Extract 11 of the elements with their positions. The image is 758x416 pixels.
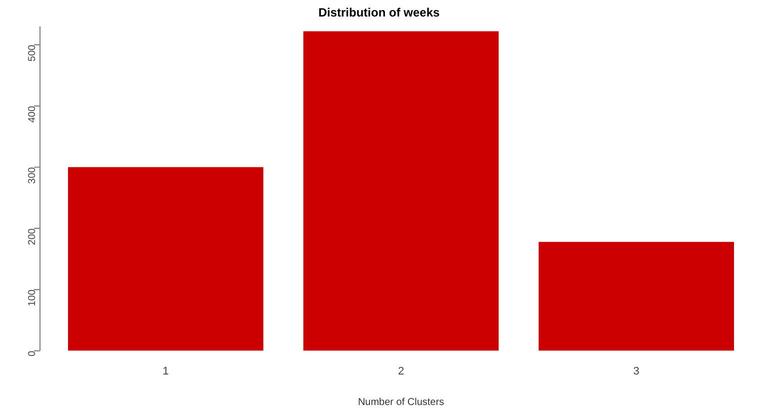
x-tick-label: 3 — [633, 365, 640, 378]
y-tick-label: 0 — [26, 350, 38, 356]
x-tick-label: 1 — [162, 365, 169, 378]
y-tick-label: 400 — [26, 106, 38, 123]
y-tick-label: 100 — [26, 289, 38, 306]
y-tick-label: 300 — [26, 166, 38, 184]
x-tick-label: 2 — [398, 365, 404, 378]
x-axis-title: Number of Clusters — [358, 396, 444, 408]
chart-title: Distribution of weeks — [318, 6, 440, 20]
y-tick-label: 500 — [26, 44, 38, 62]
y-tick-label: 200 — [26, 228, 38, 246]
